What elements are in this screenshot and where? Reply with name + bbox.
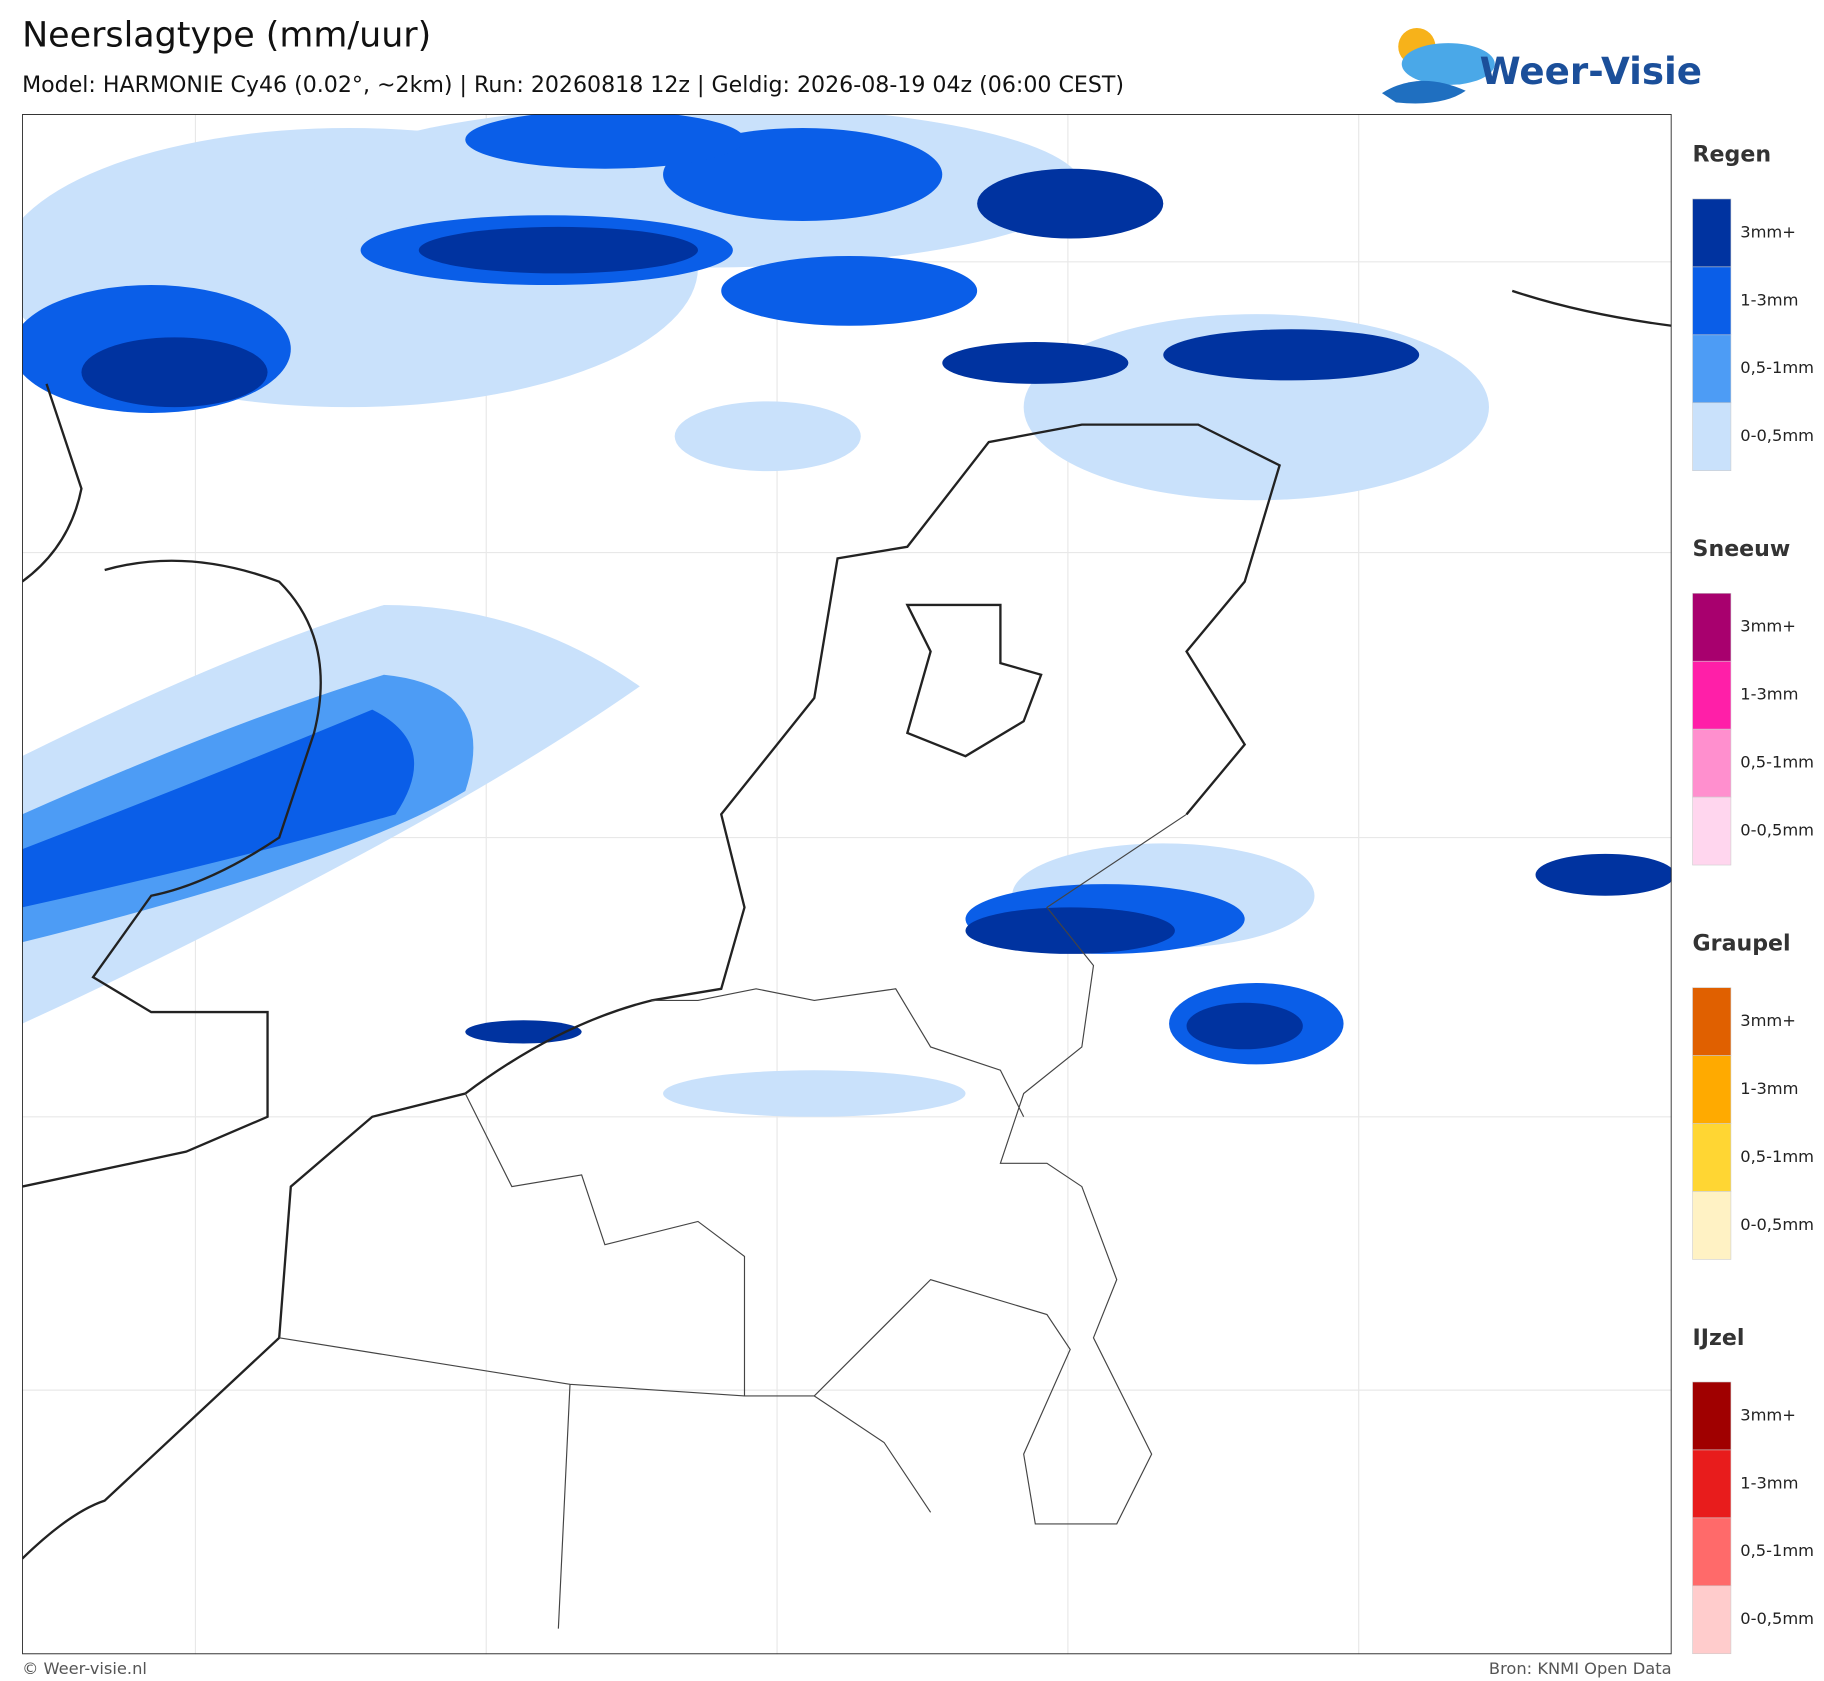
legend-title: Graupel <box>1693 930 1791 956</box>
legend-label: 0-0,5mm <box>1740 1215 1814 1234</box>
legend-label: 3mm+ <box>1740 1011 1796 1030</box>
legend-label: 1-3mm <box>1740 1473 1798 1492</box>
legend-swatch <box>1692 1191 1732 1260</box>
coastline <box>22 289 1672 1560</box>
legend-title: IJzel <box>1693 1325 1745 1351</box>
legend-swatch <box>1692 593 1732 662</box>
footer-source: Bron: KNMI Open Data <box>1489 1659 1672 1678</box>
legend-swatch <box>1692 1449 1732 1519</box>
logo: Weer-Visie <box>1381 27 1702 104</box>
legend-label: 1-3mm <box>1740 685 1798 704</box>
precipitation <box>22 114 1672 1117</box>
legend-swatch <box>1692 1055 1732 1124</box>
legend-label: 0,5-1mm <box>1740 358 1814 377</box>
legend-label: 1-3mm <box>1740 1079 1798 1098</box>
map <box>22 114 1672 1655</box>
legend-label: 1-3mm <box>1740 290 1798 309</box>
legend-label: 3mm+ <box>1740 617 1796 636</box>
legend-title: Sneeuw <box>1693 536 1791 562</box>
legend-swatch <box>1692 402 1732 471</box>
legend-label: 0,5-1mm <box>1740 1541 1814 1560</box>
borders <box>279 813 1187 1629</box>
legend-label: 0-0,5mm <box>1740 1609 1814 1628</box>
legend-swatch <box>1692 1381 1732 1451</box>
legend-swatch <box>1692 1517 1732 1587</box>
footer-credit: © Weer-visie.nl <box>22 1659 147 1678</box>
legend: Regen 3mm+ 1-3mm 0,5-1mm 0-0,5mm Sneeuw 3mm+ 1-… <box>1692 142 1814 1655</box>
legend-label: 0-0,5mm <box>1740 426 1814 445</box>
legend-swatch <box>1692 987 1732 1056</box>
legend-label: 0,5-1mm <box>1740 1147 1814 1166</box>
legend-swatch <box>1692 266 1732 336</box>
legend-label: 0,5-1mm <box>1740 753 1814 772</box>
legend-label: 3mm+ <box>1740 1405 1796 1424</box>
legend-swatch <box>1692 660 1732 730</box>
legend-swatch <box>1692 796 1732 866</box>
legend-swatch <box>1692 1123 1732 1192</box>
subtitle: Model: HARMONIE Cy46 (0.02°, ~2km) | Run… <box>22 72 1124 98</box>
legend-label: 0-0,5mm <box>1740 820 1814 839</box>
legend-swatch <box>1692 1585 1732 1655</box>
legend-swatch <box>1692 198 1732 268</box>
legend-swatch <box>1692 728 1732 798</box>
logo-text: Weer-Visie <box>1480 49 1702 93</box>
legend-swatch <box>1692 334 1732 404</box>
title: Neerslagtype (mm/uur) <box>22 16 431 56</box>
legend-title: Regen <box>1693 142 1772 168</box>
legend-label: 3mm+ <box>1740 222 1796 241</box>
